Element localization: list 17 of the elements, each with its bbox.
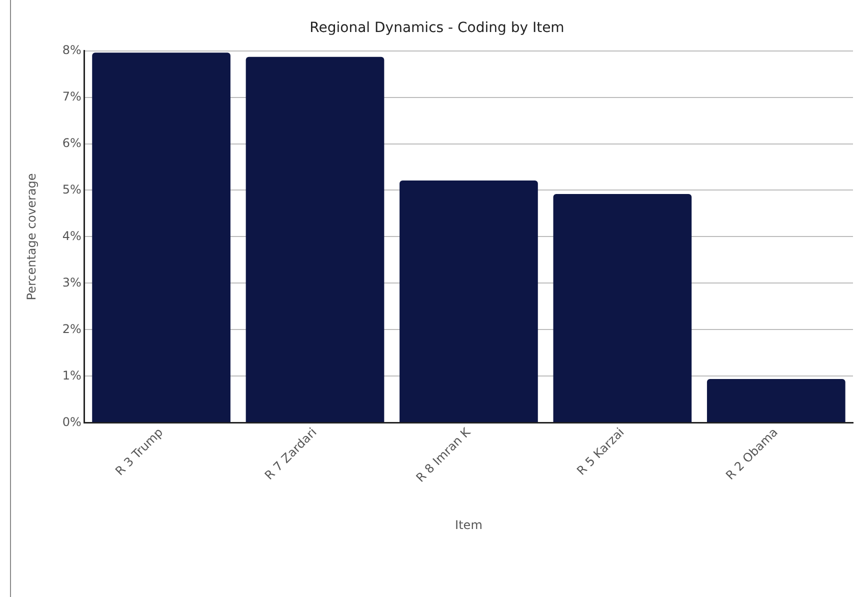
x-axis-title: Item — [455, 518, 482, 532]
y-tick-label: 1% — [62, 368, 82, 382]
y-tick-label: 7% — [62, 89, 82, 104]
bar — [246, 56, 384, 422]
y-tick-label: 3% — [62, 275, 82, 290]
y-tick-label: 2% — [62, 322, 82, 336]
y-tick-label: 0% — [62, 414, 82, 429]
chart-title: Regional Dynamics - Coding by Item — [310, 20, 564, 36]
y-tick-label: 4% — [62, 228, 82, 243]
bar — [706, 378, 846, 422]
y-tick-label: 8% — [62, 42, 82, 57]
bar — [553, 194, 692, 422]
bar — [400, 180, 538, 422]
y-tick-label: 6% — [62, 136, 82, 150]
y-tick-label: 5% — [62, 182, 82, 196]
y-axis-title: Percentage coverage — [24, 173, 38, 300]
bar — [92, 52, 230, 422]
